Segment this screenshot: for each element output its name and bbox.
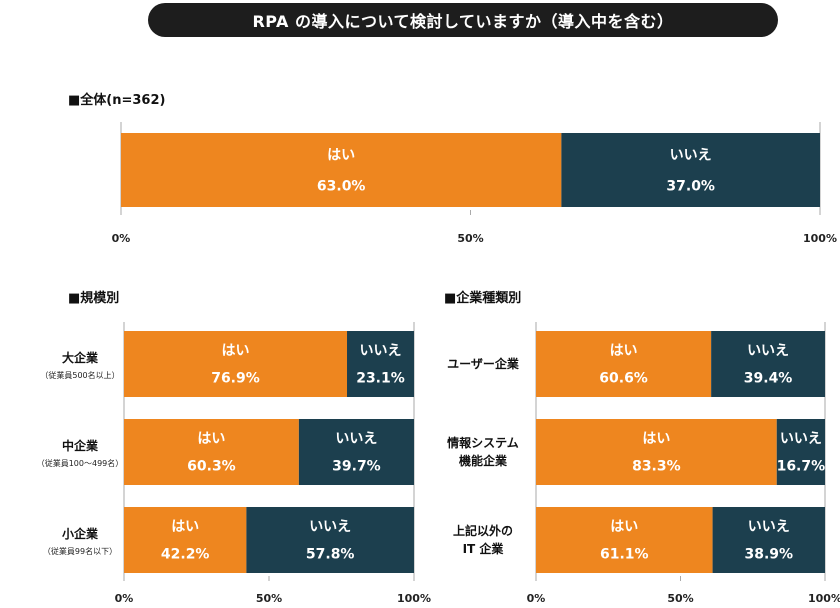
tick-label: 0% [112,232,131,245]
category-label: 上記以外の [453,523,513,538]
chart-0: 0% 50% 100% はい 63.0% いいえ 37.0% [112,122,837,245]
bar-value-label: 39.4% [744,370,793,386]
bar-series-label: はい [642,431,670,447]
bar-segment-yes [124,419,299,485]
category-label: 中企業 [62,438,99,453]
category-sublabel: （従業員100～499名） [37,458,124,468]
tick-label: 100% [803,232,837,245]
category-sublabel: （従業員99名以下） [43,546,117,556]
chart-title: RPA の導入について検討していますか（導入中を含む） [148,3,778,37]
category-sublabel: （従業員500名以上） [40,370,119,380]
chart-2: 0% 50% 100%はい60.6%いいえ39.4%ユーザー企業はい83.3%いいえ… [447,322,840,605]
section-label-by-size: ■規模別 [68,291,120,306]
category-label: IT 企業 [463,541,505,556]
bar-value-label: 76.9% [211,370,260,386]
bar-value-label: 61.1% [600,546,649,562]
bar-segment-yes [124,331,348,397]
bar-value-label: 60.3% [187,458,236,474]
bar-value-label: 60.6% [599,370,648,386]
category-label: 小企業 [62,526,99,541]
bar-value-label: 38.9% [745,546,794,562]
tick-label: 100% [397,592,431,605]
tick-label: 50% [667,592,693,605]
bar-series-label: はい [171,519,199,535]
bar-series-label: いいえ [670,148,712,164]
bar-segment-yes [121,133,562,207]
bar-series-label: いいえ [748,519,790,535]
section-label-overall: ■全体(n=362) [68,93,166,108]
bar-series-label: いいえ [747,343,789,359]
bar-series-label: はい [222,343,250,359]
bar-segment-no [776,419,825,485]
bar-series-label: いいえ [335,431,377,447]
bar-series-label: いいえ [360,343,402,359]
category-label: 機能企業 [459,453,508,468]
tick-label: 0% [527,592,546,605]
chart-1: 0% 50% 100% はい 76.9% いいえ 23.1% 大企業 （従業員500名以上） はい… [37,322,431,605]
bar-series-label: はい [610,519,638,535]
bar-value-label: 42.2% [161,546,210,562]
bar-series-label: はい [610,343,638,359]
bar-value-label: 57.8% [306,546,355,562]
bar-segment-yes [536,507,713,573]
bar-segment-no [298,419,414,485]
category-label: ユーザー企業 [447,356,520,371]
bar-segment-no [711,331,825,397]
bar-value-label: 37.0% [666,179,715,195]
tick-label: 0% [115,592,134,605]
bar-value-label: 39.7% [332,458,381,474]
tick-label: 100% [808,592,840,605]
tick-label: 50% [457,232,483,245]
bar-value-label: 83.3% [632,458,681,474]
tick-label: 50% [256,592,282,605]
bar-segment-no [246,507,414,573]
section-label-by-company-type: ■企業種類別 [444,291,522,306]
bar-segment-yes [536,331,712,397]
bar-segment-yes [536,419,777,485]
bar-value-label: 16.7% [777,458,826,474]
bar-value-label: 23.1% [356,370,405,386]
bar-series-label: はい [197,431,225,447]
category-label: 大企業 [62,350,99,365]
bar-series-label: いいえ [309,519,351,535]
bar-segment-yes [124,507,247,573]
bar-series-label: はい [327,148,355,164]
category-label: 情報システム [447,435,519,450]
bar-segment-no [561,133,820,207]
bar-series-label: いいえ [780,431,822,447]
bar-segment-no [347,331,414,397]
bar-segment-no [712,507,825,573]
bar-value-label: 63.0% [317,179,366,195]
